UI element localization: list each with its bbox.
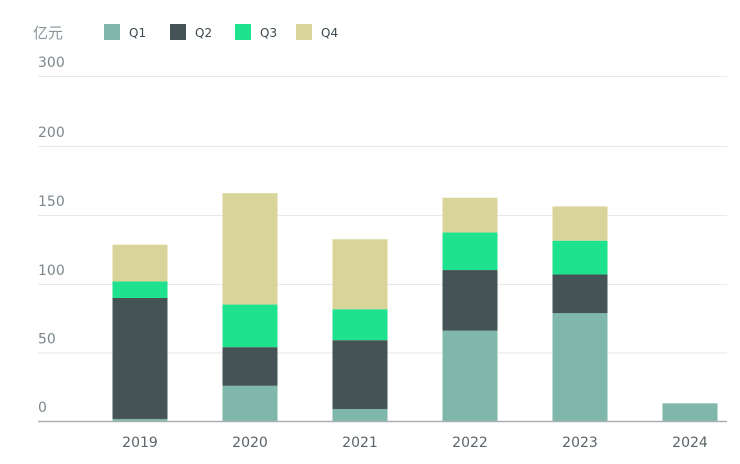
y-tick-label: 50 — [38, 332, 56, 348]
y-axis-ticks: 0 50 100 150 200 300 — [38, 55, 65, 416]
y-tick-label: 150 — [38, 194, 65, 210]
legend-swatch-q2 — [170, 24, 186, 40]
bar-2021-q3 — [332, 309, 388, 341]
bar-2022-q4 — [442, 197, 498, 233]
x-tick-label: 2021 — [342, 435, 378, 451]
bar-2020-q2 — [222, 347, 278, 386]
bar-2021-q1 — [332, 409, 388, 421]
bar-2019-q1 — [112, 418, 168, 421]
bar-2022-q2 — [442, 270, 498, 331]
bar-2020-q3 — [222, 304, 278, 348]
x-tick-label: 2022 — [452, 435, 488, 451]
bar-2024-q1 — [662, 403, 718, 421]
legend: Q1 Q2 Q3 Q4 — [104, 24, 338, 40]
bars — [112, 193, 718, 421]
unit-label: 亿元 — [33, 24, 63, 42]
legend-swatch-q1 — [104, 24, 120, 40]
bar-2020-q4 — [222, 193, 278, 305]
legend-label-q1: Q1 — [129, 26, 146, 40]
x-tick-label: 2020 — [232, 435, 268, 451]
x-tick-label: 2019 — [122, 435, 158, 451]
legend-swatch-q4 — [296, 24, 312, 40]
y-tick-label: 300 — [38, 55, 65, 71]
legend-label-q3: Q3 — [260, 26, 277, 40]
bar-2019-q2 — [112, 297, 168, 419]
y-tick-label: 0 — [38, 400, 47, 416]
bar-2022-q1 — [442, 330, 498, 421]
bar-2021-q2 — [332, 340, 388, 410]
x-tick-label: 2024 — [672, 435, 708, 451]
bar-2023-q1 — [552, 313, 608, 421]
x-axis-ticks: 2019 2020 2021 2022 2023 2024 — [122, 435, 708, 451]
bar-2023-q4 — [552, 206, 608, 241]
legend-label-q2: Q2 — [195, 26, 212, 40]
y-tick-label: 200 — [38, 125, 65, 141]
bar-2022-q3 — [442, 232, 498, 271]
bar-2019-q4 — [112, 244, 168, 282]
bar-2020-q1 — [222, 385, 278, 421]
x-tick-label: 2023 — [562, 435, 598, 451]
bar-2023-q2 — [552, 274, 608, 314]
bar-2021-q4 — [332, 239, 388, 310]
bar-2023-q3 — [552, 240, 608, 275]
y-tick-label: 100 — [38, 263, 65, 279]
legend-swatch-q3 — [235, 24, 251, 40]
legend-label-q4: Q4 — [321, 26, 338, 40]
bar-2019-q3 — [112, 281, 168, 298]
